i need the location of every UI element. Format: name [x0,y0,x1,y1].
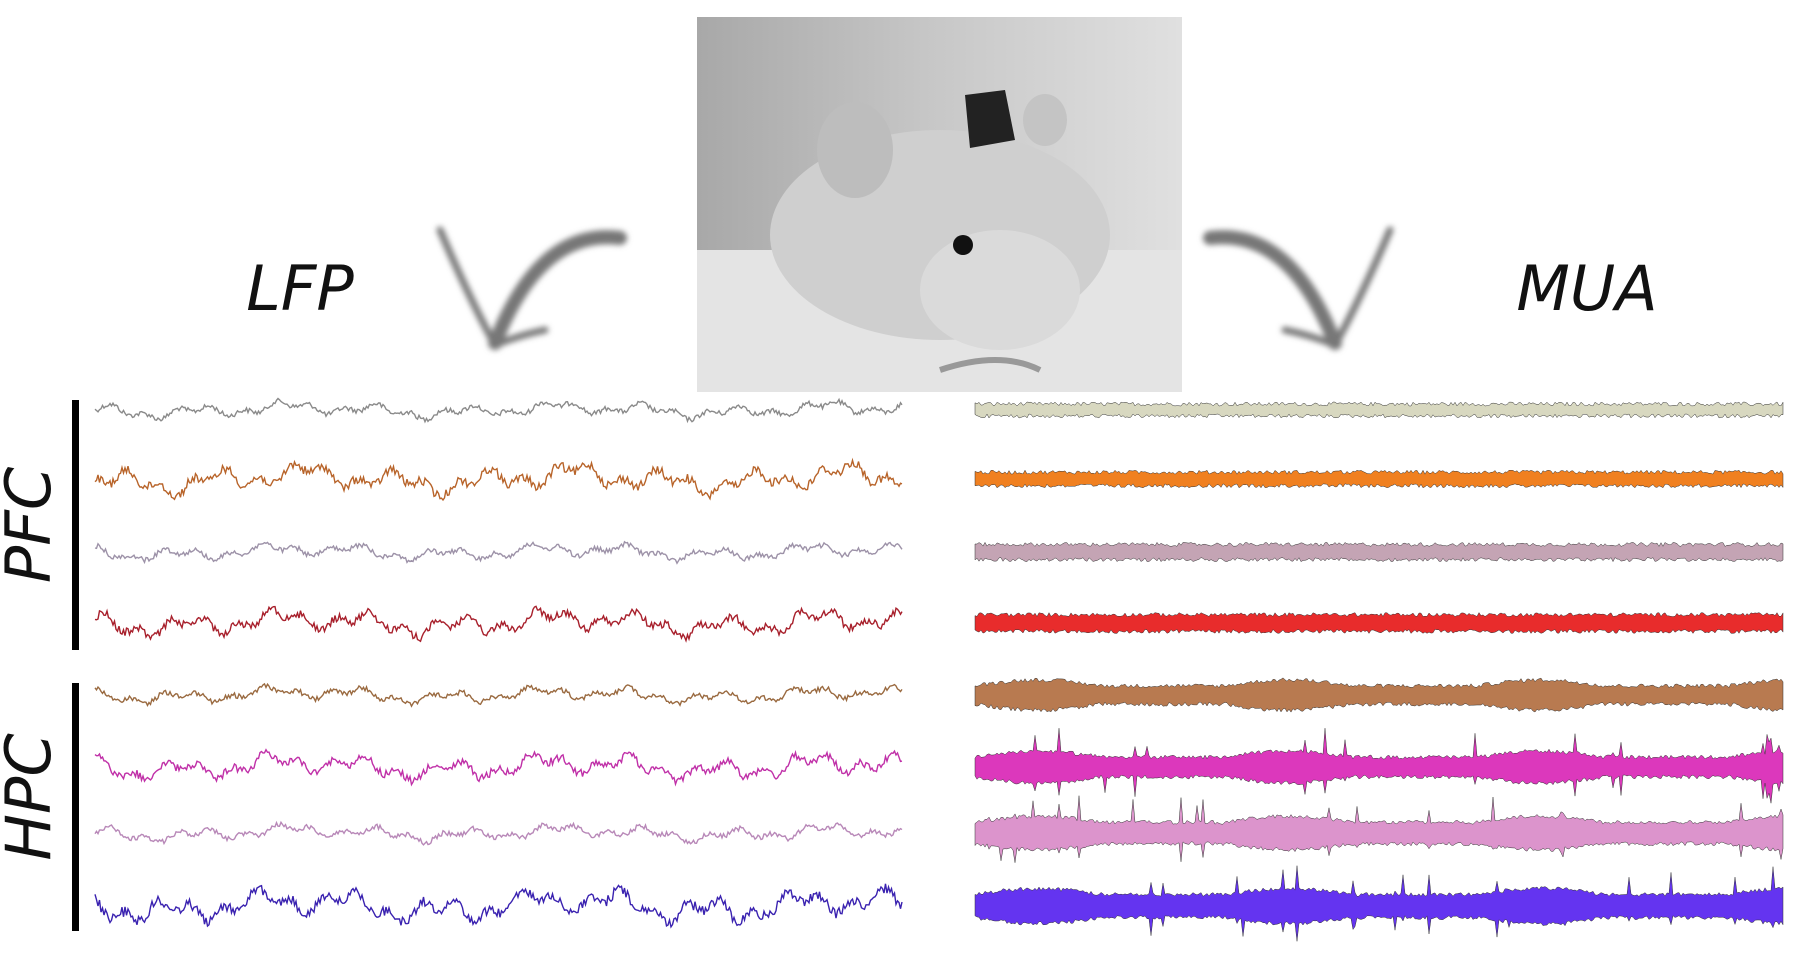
lfp-trace [94,748,903,787]
lfp-trace [94,820,903,846]
lfp-trace [94,540,903,565]
mua-trace [974,469,1784,489]
mua-trace [974,795,1784,863]
hpc-bar [72,683,79,931]
lfp-trace [94,457,903,502]
mua-trace [974,541,1784,563]
mua-trace [974,677,1784,713]
mua-trace [974,611,1784,634]
lfp-trace [94,605,903,643]
lfp-label: LFP [246,252,354,325]
arrow-right [1203,226,1394,350]
mua-trace [974,401,1784,419]
lfp-trace [94,397,903,424]
mua-trace [974,865,1784,942]
lfp-trace [94,883,903,929]
mua-trace [974,728,1784,804]
pfc-label: PFC [0,466,65,583]
arrow-left [436,226,627,350]
mua-label: MUA [1516,252,1657,325]
lfp-trace [94,682,903,708]
hpc-label: HPC [0,733,65,861]
pfc-bar [72,400,79,650]
traces [94,397,1784,942]
photo [697,17,1182,392]
